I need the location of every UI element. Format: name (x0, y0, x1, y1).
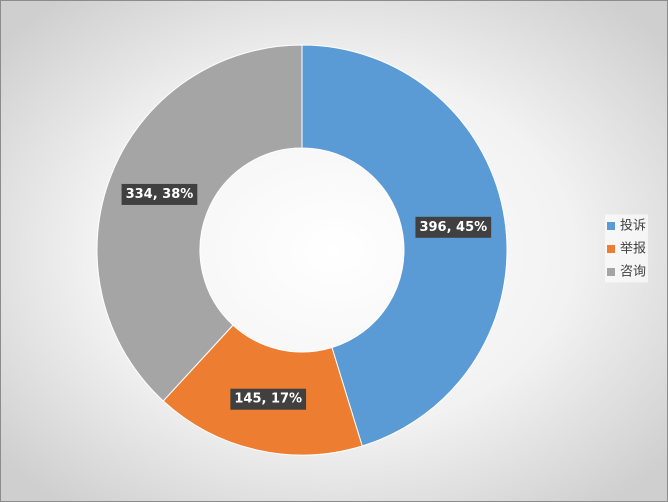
data-label-box (230, 388, 307, 410)
data-label-text: 145, 17% (234, 392, 302, 407)
legend-label: 举报 (620, 242, 646, 257)
legend-swatch (607, 268, 615, 276)
data-label-box (121, 183, 198, 205)
donut-slice (96, 44, 303, 402)
data-label-text: 396, 45% (419, 220, 487, 235)
legend-swatch (607, 222, 615, 230)
donut-slice (301, 44, 508, 447)
legend-swatch (607, 245, 615, 253)
data-label: 334, 38% (121, 183, 198, 205)
data-label: 145, 17% (230, 388, 307, 410)
data-label: 396, 45% (415, 216, 492, 238)
legend-label: 咨询 (620, 265, 646, 280)
data-label-box (415, 216, 492, 238)
legend-label: 投诉 (620, 218, 646, 234)
data-label-text: 334, 38% (126, 187, 194, 202)
